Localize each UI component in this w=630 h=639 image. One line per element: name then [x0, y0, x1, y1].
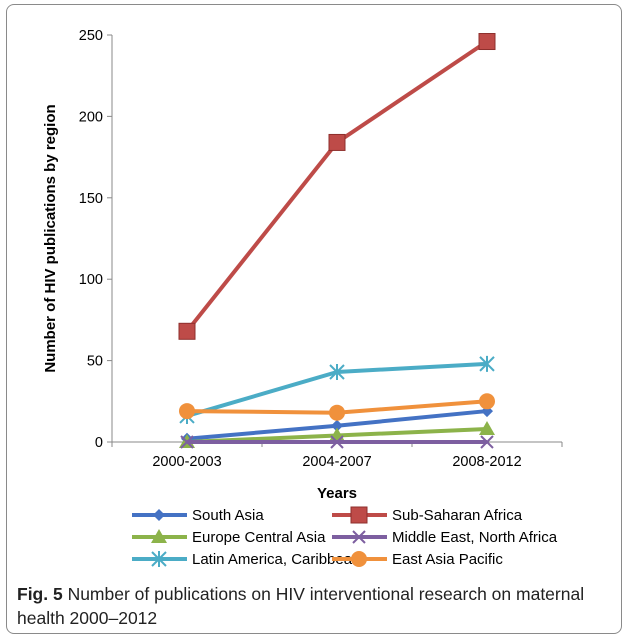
figure-frame: 0 50 100 150 200 250 2000-2003 2004-2007 2008-20…	[6, 4, 622, 634]
data-point-latin-america-caribbean	[329, 363, 345, 380]
data-point-sub-saharan-africa	[478, 33, 496, 51]
x-tick-label: 2008-2012	[452, 454, 521, 470]
data-point-east-asia-pacific	[479, 393, 495, 410]
data-point-latin-america-caribbean	[479, 355, 495, 372]
data-point-middle-east-north-africa	[330, 435, 344, 449]
line-chart: 0 50 100 150 200 250 2000-2003 2004-2007 2008-20…	[42, 28, 563, 568]
data-point-sub-saharan-africa	[328, 133, 346, 151]
legend-label-south-asia: South Asia	[192, 507, 264, 524]
y-tick-label: 100	[79, 272, 103, 288]
data-point-middle-east-north-africa	[480, 435, 494, 449]
legend-label-latin-america-caribbean: Latin America, Caribbean	[192, 551, 360, 568]
y-tick-label: 200	[79, 109, 103, 125]
y-tick-label: 250	[79, 28, 103, 44]
y-axis-title: Number of HIV publications by region	[42, 104, 59, 372]
series-line-sub-saharan-africa	[185, 39, 489, 333]
y-tick-label: 0	[95, 435, 103, 451]
legend-label-europe-central-asia: Europe Central Asia	[192, 529, 326, 546]
x-axis-title: Years	[317, 485, 357, 502]
data-point-sub-saharan-africa	[178, 322, 196, 340]
legend-marker-south-asia	[153, 509, 165, 521]
legend-marker-east-asia-pacific	[351, 551, 367, 567]
figure-caption-text: Number of publications on HIV interventi…	[17, 584, 585, 628]
legend-marker-europe-central-asia	[151, 529, 167, 543]
data-point-east-asia-pacific	[329, 404, 345, 421]
y-tick-label: 150	[79, 191, 103, 207]
x-tick-label: 2000-2003	[152, 454, 221, 470]
legend-label-east-asia-pacific: East Asia Pacific	[392, 551, 503, 568]
data-point-east-asia-pacific	[179, 403, 195, 420]
data-point-south-asia	[331, 419, 343, 432]
figure-label: Fig. 5	[17, 584, 63, 604]
legend-label-sub-saharan-africa: Sub-Saharan Africa	[392, 507, 523, 524]
figure-caption: Fig. 5 Number of publications on HIV int…	[17, 582, 607, 630]
legend-marker-latin-america-caribbean	[151, 551, 167, 567]
x-tick-label: 2004-2007	[302, 454, 371, 470]
y-tick-label: 50	[87, 354, 103, 370]
legend-marker-sub-saharan-africa	[350, 506, 368, 524]
legend-label-middle-east-north-africa: Middle East, North Africa	[392, 529, 558, 546]
data-point-europe-central-asia	[479, 420, 495, 435]
legend-marker-middle-east-north-africa	[352, 530, 366, 544]
data-point-middle-east-north-africa	[180, 435, 194, 449]
